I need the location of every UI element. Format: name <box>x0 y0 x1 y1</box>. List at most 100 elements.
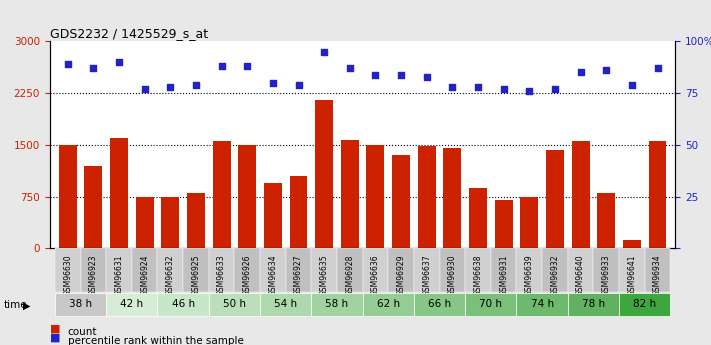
Bar <box>516 293 568 316</box>
Bar <box>414 293 465 316</box>
Text: 74 h: 74 h <box>530 299 554 309</box>
Bar <box>238 145 256 248</box>
Bar <box>136 197 154 248</box>
Bar <box>392 155 410 248</box>
Bar <box>495 200 513 248</box>
Point <box>447 84 458 90</box>
Text: GSM96924: GSM96924 <box>140 255 149 296</box>
Text: GSM96633: GSM96633 <box>217 255 226 296</box>
Bar <box>260 293 311 316</box>
Text: GSM96934: GSM96934 <box>653 255 662 296</box>
Bar <box>469 188 487 248</box>
Text: 46 h: 46 h <box>171 299 195 309</box>
Bar <box>209 293 260 316</box>
Point <box>395 72 407 77</box>
Point <box>344 66 356 71</box>
Text: 70 h: 70 h <box>479 299 503 309</box>
Text: GSM96631: GSM96631 <box>114 255 124 296</box>
Bar <box>597 193 615 248</box>
Point <box>523 88 535 94</box>
Text: GSM96637: GSM96637 <box>422 255 431 296</box>
Point <box>87 66 99 71</box>
Bar <box>264 183 282 248</box>
Text: GSM96925: GSM96925 <box>191 255 201 296</box>
Bar <box>289 176 307 248</box>
Bar <box>260 248 286 292</box>
Bar <box>516 248 542 292</box>
Bar <box>80 248 106 292</box>
Text: GSM96634: GSM96634 <box>268 255 277 296</box>
Text: GSM96926: GSM96926 <box>242 255 252 296</box>
Text: ■: ■ <box>50 333 60 343</box>
Bar <box>187 193 205 248</box>
Bar <box>439 248 465 292</box>
Text: GSM96931: GSM96931 <box>499 255 508 296</box>
Bar <box>363 248 388 292</box>
Text: 82 h: 82 h <box>633 299 656 309</box>
Bar <box>568 248 594 292</box>
Point <box>113 59 124 65</box>
Bar <box>619 248 645 292</box>
Text: 78 h: 78 h <box>582 299 605 309</box>
Text: GSM96641: GSM96641 <box>627 255 636 296</box>
Text: GSM96638: GSM96638 <box>474 255 483 296</box>
Bar <box>132 248 157 292</box>
Bar <box>235 248 260 292</box>
Point <box>549 86 560 92</box>
Bar <box>341 140 359 248</box>
Bar <box>161 197 179 248</box>
Text: count: count <box>68 327 97 337</box>
Text: percentile rank within the sample: percentile rank within the sample <box>68 336 243 345</box>
Text: ■: ■ <box>50 324 60 334</box>
Bar <box>572 141 589 248</box>
Point <box>472 84 483 90</box>
Bar <box>106 293 157 316</box>
Point <box>601 68 612 73</box>
Text: time: time <box>4 300 27 310</box>
Text: 58 h: 58 h <box>326 299 348 309</box>
Bar <box>85 166 102 248</box>
Point <box>498 86 509 92</box>
Point <box>652 66 663 71</box>
Bar <box>366 145 385 248</box>
Bar <box>619 293 670 316</box>
Bar <box>491 248 516 292</box>
Text: GSM96635: GSM96635 <box>320 255 328 296</box>
Bar <box>157 248 183 292</box>
Bar <box>315 100 333 248</box>
Point <box>191 82 202 88</box>
Point <box>626 82 638 88</box>
Point <box>242 63 253 69</box>
Text: ▶: ▶ <box>23 300 31 310</box>
Bar <box>645 248 670 292</box>
Bar <box>157 293 209 316</box>
Bar <box>648 141 666 248</box>
Bar <box>418 146 436 248</box>
Bar <box>363 293 414 316</box>
Point <box>319 49 330 55</box>
Bar <box>183 248 209 292</box>
Text: GSM96640: GSM96640 <box>576 255 585 296</box>
Point <box>575 70 587 75</box>
Text: GSM96636: GSM96636 <box>371 255 380 296</box>
Bar <box>213 141 230 248</box>
Bar <box>414 248 439 292</box>
Text: GSM96930: GSM96930 <box>448 255 457 296</box>
Bar <box>311 293 363 316</box>
Text: GSM96932: GSM96932 <box>550 255 560 296</box>
Text: 42 h: 42 h <box>120 299 144 309</box>
Bar <box>209 248 235 292</box>
Point <box>165 84 176 90</box>
Text: GSM96632: GSM96632 <box>166 255 175 296</box>
Text: GSM96927: GSM96927 <box>294 255 303 296</box>
Bar <box>465 248 491 292</box>
Bar <box>546 150 564 248</box>
Point <box>216 63 228 69</box>
Text: 66 h: 66 h <box>428 299 451 309</box>
Bar <box>55 248 80 292</box>
Text: 38 h: 38 h <box>69 299 92 309</box>
Bar <box>55 293 106 316</box>
Text: 62 h: 62 h <box>377 299 400 309</box>
Bar <box>520 197 538 248</box>
Point <box>370 72 381 77</box>
